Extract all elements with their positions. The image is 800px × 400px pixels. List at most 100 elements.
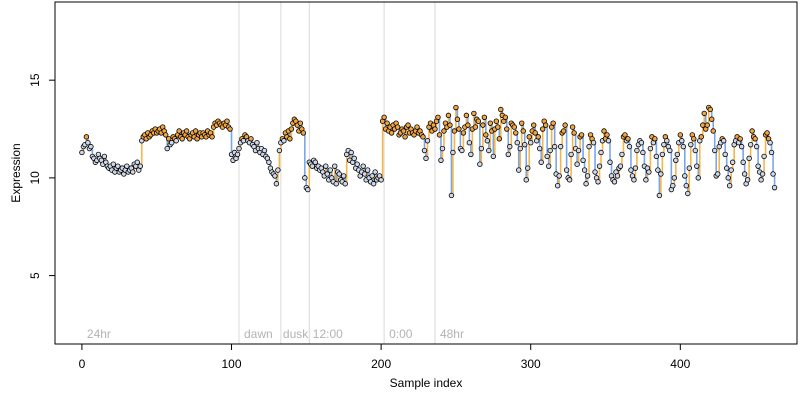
x-axis-label: Sample index: [390, 376, 463, 390]
data-point: [671, 175, 678, 181]
data-point: [557, 143, 564, 150]
data-point: [447, 122, 453, 128]
data-point: [456, 126, 462, 132]
data-point: [753, 143, 760, 150]
data-point: [761, 153, 767, 160]
data-point: [715, 171, 721, 177]
data-point: [266, 159, 272, 165]
data-point: [341, 173, 347, 179]
data-point: [747, 141, 754, 148]
data-point: [183, 128, 190, 134]
data-point: [701, 110, 707, 117]
data-point: [692, 147, 698, 154]
data-point: [423, 155, 429, 162]
data-point: [538, 159, 544, 165]
data-point: [384, 120, 390, 126]
data-point: [686, 165, 692, 171]
data-point: [670, 183, 676, 189]
data-point: [324, 171, 330, 177]
time-annotation: 0:00: [389, 327, 413, 341]
data-point: [498, 106, 504, 113]
data-point: [622, 132, 628, 138]
y-tick-label: 10: [28, 171, 42, 185]
data-point: [741, 171, 748, 177]
data-point: [176, 128, 182, 134]
data-point: [511, 124, 517, 130]
data-point: [526, 134, 532, 140]
data-point: [110, 161, 117, 167]
data-point: [628, 167, 634, 173]
data-point: [661, 141, 667, 148]
data-point: [601, 128, 607, 134]
data-point: [729, 159, 736, 165]
data-point: [450, 149, 456, 156]
data-point: [388, 130, 395, 136]
data-point: [617, 163, 624, 169]
time-annotation: dawn: [244, 327, 273, 341]
data-point: [234, 151, 241, 158]
data-point: [248, 136, 254, 142]
data-point: [749, 128, 755, 134]
data-point: [261, 147, 268, 154]
data-point: [691, 136, 697, 142]
data-point: [632, 165, 639, 171]
data-point: [168, 140, 175, 146]
data-point: [598, 149, 604, 156]
data-point: [516, 167, 522, 173]
data-point: [487, 120, 494, 126]
data-point: [722, 151, 728, 158]
data-point: [333, 181, 339, 187]
data-point: [484, 138, 491, 144]
data-point: [281, 138, 287, 144]
data-point: [680, 143, 687, 150]
data-point: [224, 118, 230, 124]
data-point: [771, 184, 778, 191]
data-point: [560, 128, 567, 134]
data-point: [653, 153, 660, 160]
time-annotation: dusk: [283, 327, 309, 341]
data-point: [554, 183, 561, 189]
data-point: [272, 173, 278, 179]
data-point: [360, 163, 366, 169]
data-point: [354, 161, 360, 167]
data-point: [85, 140, 91, 146]
data-point: [767, 140, 773, 146]
data-point: [664, 138, 670, 144]
data-point: [568, 151, 574, 158]
data-point: [728, 167, 734, 173]
data-point: [755, 163, 761, 169]
data-point: [658, 171, 664, 177]
data-point: [752, 136, 758, 142]
data-point: [535, 134, 541, 140]
data-point: [764, 130, 770, 136]
data-point: [496, 136, 503, 142]
data-point: [459, 147, 465, 154]
data-point: [163, 132, 169, 138]
data-point: [465, 122, 471, 128]
data-point: [525, 165, 531, 171]
data-point: [528, 140, 534, 146]
data-point: [414, 124, 420, 130]
data-point: [276, 147, 283, 154]
data-point: [584, 173, 591, 179]
data-point: [542, 122, 549, 128]
data-point: [725, 175, 731, 181]
data-point: [402, 134, 408, 140]
data-point: [495, 124, 501, 130]
data-point: [504, 126, 510, 132]
data-point: [124, 163, 130, 169]
data-point: [704, 122, 710, 128]
data-point: [726, 183, 733, 189]
data-point: [590, 140, 597, 146]
data-point: [448, 192, 455, 199]
data-point: [596, 163, 603, 169]
data-point: [463, 112, 470, 119]
data-point: [513, 130, 519, 136]
data-point: [592, 169, 598, 175]
data-point: [454, 116, 461, 122]
data-point: [737, 136, 743, 142]
data-point: [544, 153, 550, 160]
data-point: [550, 120, 556, 126]
